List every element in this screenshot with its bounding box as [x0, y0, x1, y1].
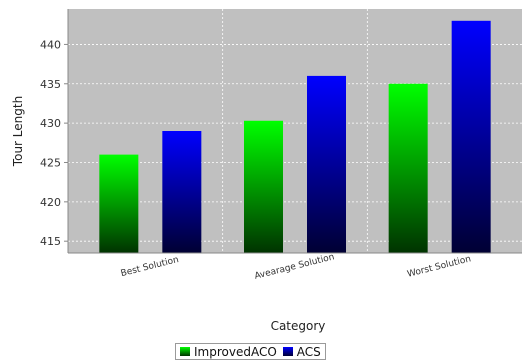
y-tick-label: 435 [40, 78, 61, 91]
bars [99, 20, 491, 254]
grid-lines [68, 9, 522, 253]
legend-label-acs: ACS [296, 344, 321, 359]
y-tick-label: 415 [40, 235, 61, 248]
y-tick-label: 430 [40, 117, 61, 130]
bar-improvedaco-0 [99, 154, 139, 253]
bar-acs-0 [162, 131, 202, 253]
legend-label-improvedaco: ImprovedACO [194, 344, 277, 359]
x-tick-label: Worst Solution [406, 254, 472, 280]
bar-acs-2 [451, 20, 491, 253]
y-axis-title: Tour Length [11, 96, 25, 167]
x-tick-label: Avearage Solution [254, 252, 336, 282]
y-tick-label: 440 [40, 38, 61, 51]
legend-item-acs: ACS [282, 344, 321, 359]
legend-swatch-acs [282, 347, 293, 356]
bar-acs-1 [307, 75, 346, 253]
bar-improvedaco-1 [244, 120, 283, 254]
y-tick-label: 420 [40, 196, 61, 209]
bar-improvedaco-2 [388, 83, 428, 253]
x-axis-title: Category [271, 319, 326, 333]
y-axis: 415 420 425 430 435 440 [40, 9, 69, 253]
legend-swatch-improvedaco [180, 347, 190, 356]
legend: ImprovedACO ACS [175, 343, 326, 360]
plot-area [68, 9, 522, 253]
y-tick-label: 425 [40, 156, 61, 169]
x-axis: Best Solution Avearage Solution Worst Solu… [68, 252, 522, 282]
legend-item-improvedaco: ImprovedACO [180, 345, 277, 359]
x-tick-label: Best Solution [120, 255, 180, 279]
